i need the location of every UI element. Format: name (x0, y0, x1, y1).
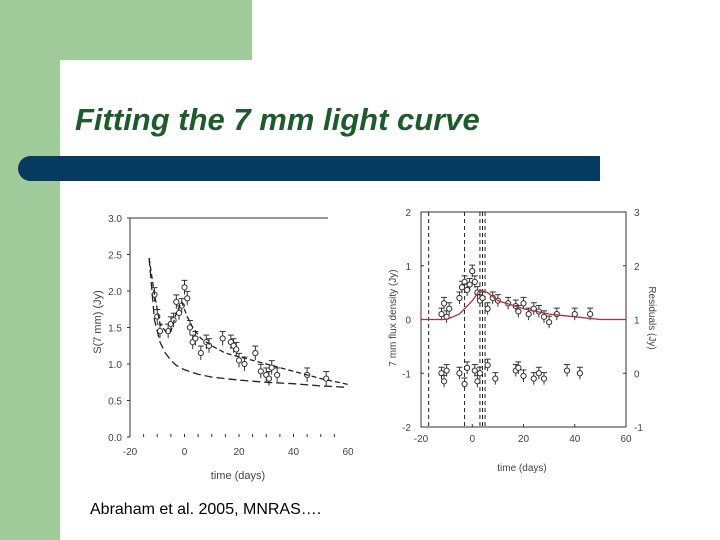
right-residual-point (563, 367, 571, 374)
right-residual-point (492, 375, 499, 382)
left-chart-panel: S(7 mm) (Jy) time (days) 0.0 0.5 1.0 1.5 2.0… (68, 192, 364, 484)
left-data-point (181, 284, 188, 291)
right-y-tick-label: -2 (402, 423, 411, 434)
right-residual-point (576, 370, 583, 377)
left-data-point (219, 335, 226, 342)
right-y2-tick-label: 1 (634, 316, 640, 327)
right-y2-tick-label: 3 (634, 208, 640, 219)
left-data-point (233, 346, 240, 353)
left-data-point (192, 335, 199, 342)
right-flux-point (587, 311, 594, 318)
right-flux-point (438, 311, 445, 318)
right-residual-point (476, 370, 484, 377)
left-data-point (184, 295, 191, 302)
right-flux-point (461, 278, 468, 285)
right-y2-tick-label: 2 (634, 262, 640, 273)
right-x-axis-label: time (days) (497, 463, 546, 474)
left-x-tick-label: -20 (123, 447, 138, 458)
right-y-tick-label: 0 (405, 316, 411, 327)
right-residual-point (540, 375, 548, 382)
right-residual-point (461, 380, 468, 388)
right-residual-point (438, 370, 445, 377)
left-y-tick-label: 2.0 (108, 287, 122, 298)
right-y-axis-label: 7 mm flux density (Jy) (388, 269, 399, 366)
left-model-curve (148, 258, 349, 386)
left-y-tick-label: 1.0 (108, 360, 122, 371)
right-flux-point (525, 311, 532, 318)
right-fit-curve (421, 289, 626, 321)
right-y-tick-label: 1 (405, 262, 411, 273)
left-y-tick-label: 0.5 (108, 397, 122, 408)
left-data-point (175, 309, 183, 317)
right-residual-point (520, 372, 527, 380)
right-flux-point (571, 311, 578, 318)
left-light-curve-chart: S(7 mm) (Jy) time (days) 0.0 0.5 1.0 1.5 2.0… (92, 214, 354, 482)
citation-caption: Abraham et al. 2005, MNRAS…. (90, 501, 322, 518)
right-chart-panel: 7 mm flux density (Jy) Residuals (Jy) ti… (374, 192, 672, 484)
right-residual-point (515, 364, 522, 371)
right-flux-point (440, 300, 448, 307)
right-x-tick-label: 0 (469, 434, 475, 445)
left-model-curve (148, 258, 349, 389)
slide-title: Fitting the 7 mm light curve (75, 102, 480, 137)
left-data-point (252, 349, 259, 357)
left-data-point (197, 349, 204, 357)
right-residual-point (474, 378, 481, 385)
left-data-point (241, 360, 248, 368)
right-residual-point (535, 370, 542, 377)
left-data-point (274, 371, 281, 379)
left-x-axis-label: time (days) (211, 470, 265, 482)
left-y-tick-label: 1.5 (108, 324, 122, 335)
right-flux-point (471, 278, 478, 285)
right-y2-tick-label: 0 (634, 369, 640, 380)
right-residual-point (484, 362, 491, 369)
left-data-point (235, 357, 243, 364)
left-data-point (265, 375, 273, 382)
right-y2-tick-label: -1 (634, 423, 643, 434)
left-y-tick-label: 2.5 (108, 251, 122, 262)
left-y-tick-label: 3.0 (108, 214, 122, 225)
right-flux-point (464, 286, 471, 294)
right-y-tick-label: 2 (405, 208, 411, 219)
right-residual-point (456, 370, 463, 377)
left-y-tick-label: 0.0 (108, 433, 122, 444)
right-flux-point (540, 313, 548, 320)
slide-accent-left (0, 0, 60, 540)
left-x-tick-label: 40 (288, 447, 300, 458)
right-y-tick-label: -1 (402, 369, 411, 380)
right-residual-point (530, 375, 537, 382)
left-x-tick-label: 60 (342, 447, 354, 458)
right-y2-axis-label: Residuals (Jy) (646, 286, 657, 349)
right-x-tick-label: 20 (518, 434, 530, 445)
right-flux-point (469, 268, 476, 275)
right-flux-point (515, 308, 522, 315)
right-residual-point (471, 367, 478, 374)
right-flux-point (479, 294, 486, 302)
left-x-tick-label: 20 (233, 447, 245, 458)
right-light-curve-chart: 7 mm flux density (Jy) Residuals (Jy) ti… (388, 208, 657, 474)
right-residual-point (440, 378, 448, 385)
right-flux-point (466, 281, 473, 288)
title-underline-bar (18, 156, 600, 181)
left-x-tick-label: 0 (182, 447, 188, 458)
left-data-point (173, 298, 180, 306)
right-x-tick-label: -20 (414, 434, 429, 445)
right-flux-point (520, 300, 527, 307)
left-data-point (257, 368, 264, 375)
slide-accent-corner (60, 60, 100, 100)
right-flux-point (446, 305, 453, 312)
right-flux-point (546, 319, 553, 326)
right-flux-point (456, 294, 463, 302)
right-x-tick-label: 40 (569, 434, 581, 445)
right-flux-point (458, 284, 466, 291)
right-residual-point (464, 364, 471, 371)
right-flux-point (484, 305, 491, 312)
right-x-tick-label: 60 (620, 434, 632, 445)
right-residual-point (443, 367, 450, 374)
left-y-axis-label: S(7 mm) (Jy) (92, 290, 104, 354)
